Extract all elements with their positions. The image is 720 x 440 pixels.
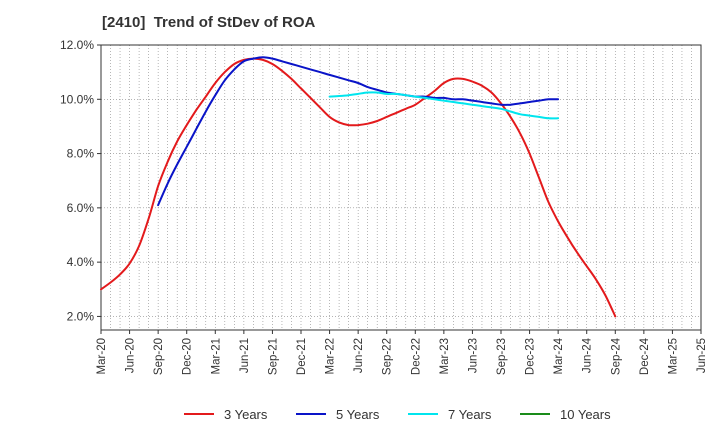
x-tick-label: Jun-25 [696,338,708,373]
series-layer [100,56,617,318]
x-tick-label: Jun-22 [353,338,365,373]
legend-label-10-years: 10 Years [560,407,611,422]
x-tick-label: Mar-23 [439,338,451,374]
y-tick-label: 12.0% [60,38,94,52]
y-tick-label: 6.0% [67,201,95,215]
y-axis: 2.0% 4.0% 6.0% 8.0% 10.0% 12.0% [60,38,101,323]
x-tick-label: Dec-20 [182,338,194,375]
legend: 3 Years 5 Years 7 Years 10 Years [184,407,611,422]
x-tick-label: Dec-22 [410,338,422,375]
grid-layer [100,44,702,330]
x-tick-label: Sep-22 [382,338,394,375]
series-line-7-years [328,91,560,120]
x-tick-label: Sep-20 [153,338,165,375]
x-tick-label: Jun-23 [467,338,479,373]
y-tick-label: 8.0% [67,147,95,161]
x-tick-label: Sep-24 [610,337,622,375]
legend-label-5-years: 5 Years [336,407,380,422]
x-tick-label: Dec-24 [639,337,651,375]
x-tick-label: Mar-20 [96,338,108,374]
x-tick-label: Sep-21 [267,338,279,375]
legend-label-7-years: 7 Years [448,407,492,422]
chart-title: [2410] Trend of StDev of ROA [102,14,316,31]
y-tick-label: 4.0% [67,255,95,269]
series-line-5-years [157,56,560,207]
x-tick-label: Dec-23 [525,338,537,375]
series-line-3-years [100,57,617,318]
y-tick-label: 10.0% [60,92,94,106]
x-axis: Mar-20 Jun-20 Sep-20 Dec-20 Mar-21 Jun-21 Sep-… [96,330,708,375]
x-tick-label: Mar-25 [667,338,679,374]
x-tick-label: Sep-23 [496,338,508,375]
x-tick-label: Jun-20 [125,338,137,373]
x-tick-label: Mar-24 [553,337,565,374]
x-tick-label: Dec-21 [296,338,308,375]
x-tick-label: Mar-21 [210,338,222,374]
legend-label-3-years: 3 Years [224,407,268,422]
x-tick-label: Jun-21 [239,338,251,373]
x-tick-label: Jun-24 [582,337,594,373]
y-tick-label: 2.0% [67,309,95,323]
plot-area [100,44,702,331]
x-tick-label: Mar-22 [325,338,337,374]
